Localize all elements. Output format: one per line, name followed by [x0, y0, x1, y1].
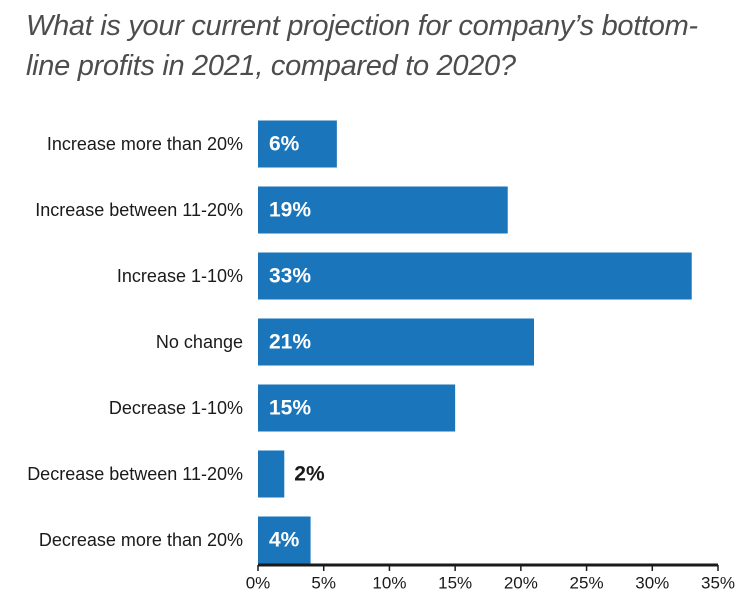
category-label: Decrease 1-10% [109, 398, 243, 418]
bar-value-label: 21% [269, 331, 311, 354]
category-label: Increase 1-10% [117, 266, 243, 286]
bars [258, 120, 692, 564]
x-tick-label: 5% [311, 574, 336, 593]
bar-value-label: 33% [269, 265, 311, 288]
bar-value-label: 19% [269, 199, 311, 222]
bar-value-label: 4% [269, 529, 300, 552]
bar [258, 516, 311, 564]
bar [258, 252, 692, 300]
bar [258, 450, 285, 498]
bar-value-label: 2% [294, 463, 325, 486]
x-tick-label: 15% [438, 574, 472, 593]
bar [258, 120, 337, 168]
x-tick-label: 25% [570, 574, 604, 593]
bar-value-label: 6% [269, 133, 300, 156]
x-axis: 0% 5% 10% 15% 20% 25% 30% 35% [246, 563, 735, 593]
x-tick-label: 10% [372, 574, 406, 593]
bar [258, 186, 508, 234]
chart-title: What is your current projection for comp… [26, 10, 698, 82]
bar [258, 384, 456, 432]
bar [258, 318, 534, 366]
x-tick-label: 35% [701, 574, 735, 593]
x-tick-label: 20% [504, 574, 538, 593]
bar-value-label: 15% [269, 397, 311, 420]
category-label: Increase between 11-20% [35, 200, 243, 220]
value-labels: 6% 19% 33% 21% 15% 2% 4% [269, 133, 325, 552]
x-tick-label: 0% [246, 574, 271, 593]
category-label: Decrease between 11-20% [27, 464, 243, 484]
category-label: Decrease more than 20% [39, 530, 243, 550]
category-labels: Increase more than 20% Increase between 1… [27, 134, 243, 550]
category-label: Increase more than 20% [47, 134, 243, 154]
category-label: No change [156, 332, 243, 352]
x-tick-label: 30% [635, 574, 669, 593]
